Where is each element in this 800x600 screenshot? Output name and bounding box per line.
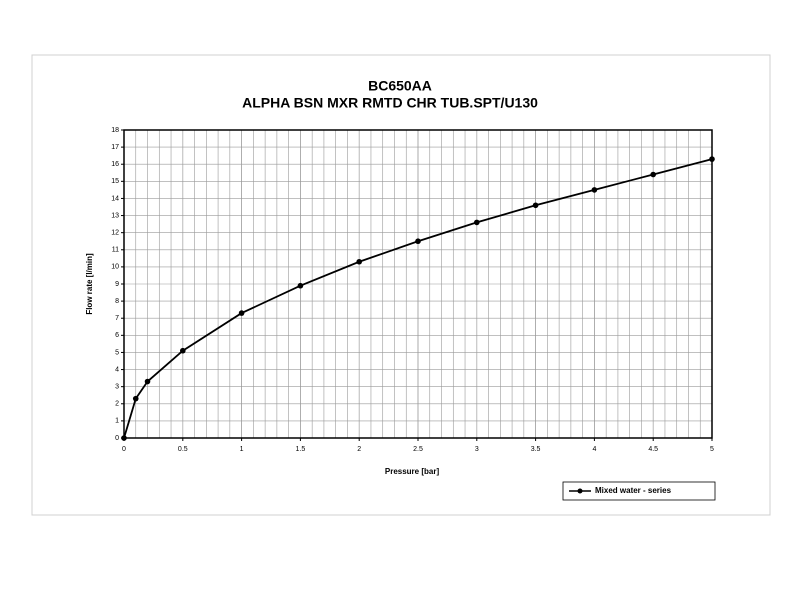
data-point: [132, 395, 139, 402]
plot-area: [123, 129, 713, 439]
y-tick-label: 16: [111, 161, 119, 168]
x-tick-label: 3: [475, 446, 479, 453]
x-tick-label: 1.5: [296, 446, 306, 453]
data-point: [121, 435, 127, 441]
y-tick-label: 15: [111, 178, 119, 185]
y-tick-label: 7: [115, 315, 119, 322]
x-tick-label: 4.5: [648, 446, 658, 453]
data-point: [532, 202, 539, 209]
data-point: [650, 171, 656, 178]
y-tick-label: 3: [115, 384, 119, 391]
legend-box: [562, 481, 716, 501]
y-tick-label: 12: [111, 230, 119, 237]
data-point: [144, 378, 151, 385]
data-point: [356, 258, 363, 265]
y-tick-label: 13: [111, 212, 119, 219]
y-tick-label: 0: [115, 435, 119, 442]
data-point: [474, 219, 480, 226]
x-tick-label: 0: [122, 446, 126, 453]
y-tick-label: 5: [115, 349, 119, 356]
y-tick-label: 10: [111, 264, 119, 271]
frame: [31, 54, 771, 516]
x-tick-label: 4: [592, 446, 596, 453]
data-point: [238, 310, 245, 316]
data-point: [591, 187, 598, 193]
data-point: [709, 156, 715, 162]
y-tick-label: 4: [115, 366, 119, 373]
y-axis-label: Flow rate [l/min]: [85, 253, 94, 315]
x-axis-label: Pressure [bar]: [385, 467, 440, 476]
chart-subtitle: ALPHA BSN MXR RMTD CHR TUB.SPT/U130: [242, 95, 538, 111]
y-tick-label: 8: [115, 298, 119, 305]
y-tick-label: 6: [115, 332, 119, 339]
x-tick-label: 0.5: [178, 446, 188, 453]
y-tick-label: 11: [112, 247, 119, 254]
y-tick-label: 18: [111, 127, 119, 134]
data-point: [415, 238, 421, 245]
x-tick-label: 2: [357, 446, 361, 453]
y-tick-label: 17: [111, 144, 119, 151]
y-tick-label: 2: [115, 401, 119, 408]
data-point: [180, 347, 186, 354]
x-tick-label: 2.5: [413, 446, 423, 453]
legend-marker: [577, 488, 583, 494]
y-tick-label: 1: [115, 418, 119, 425]
data-point: [297, 282, 304, 289]
y-tick-label: 9: [115, 281, 119, 288]
x-tick-label: 1: [240, 446, 244, 453]
x-tick-label: 3.5: [531, 446, 541, 453]
y-tick-label: 14: [111, 195, 119, 202]
legend-label: Mixed water - series: [595, 486, 672, 495]
x-tick-label: 5: [710, 446, 714, 453]
chart-title: BC650AA: [368, 78, 432, 94]
